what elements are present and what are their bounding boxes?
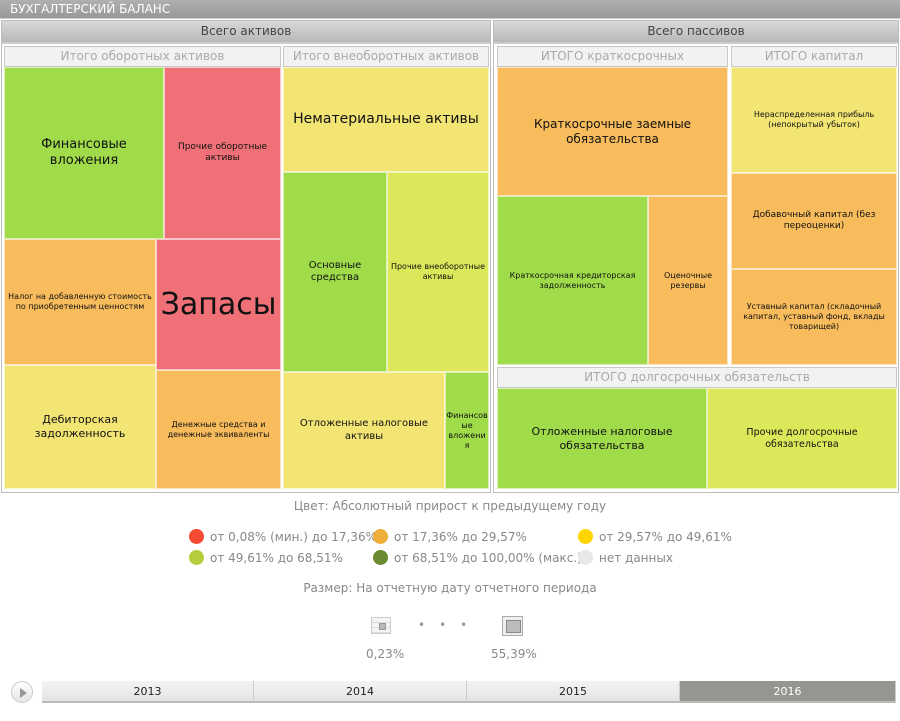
legend-item: от 49,61% до 68,51% (189, 550, 343, 565)
cell-other-current-assets[interactable]: Прочие оборотные активы (164, 67, 281, 239)
cell-other-long-term[interactable]: Прочие долгосрочные обязательства (707, 388, 897, 489)
cell-deferred-tax-assets[interactable]: Отложенные налоговые активы (283, 372, 445, 489)
cell-financial-investments-2[interactable]: Финансов ые вложени я (445, 372, 489, 489)
short-term-header[interactable]: ИТОГО краткосрочных обязательств (497, 46, 728, 81)
legend-dot-icon (373, 529, 388, 544)
cell-reserves[interactable]: Оценочные резервы (648, 196, 728, 365)
legend-dot-icon (578, 550, 593, 565)
legend-item: нет данных (578, 550, 673, 565)
cell-deferred-tax-liabilities[interactable]: Отложенные налоговые обязательства (497, 388, 707, 489)
current-assets-header[interactable]: Итого оборотных активов (4, 46, 281, 67)
cell-additional-capital[interactable]: Добавочный капитал (без переоценки) (731, 173, 897, 269)
cell-cash[interactable]: Денежные средства и денежные эквиваленты (156, 370, 281, 489)
legend-item: от 0,08% (мин.) до 17,36% (189, 529, 377, 544)
liabilities-header[interactable]: Всего пассивов (494, 21, 898, 44)
legend-dot-icon (578, 529, 593, 544)
legend-dot-icon (189, 550, 204, 565)
year-2013[interactable]: 2013 (42, 681, 254, 703)
capital-header[interactable]: ИТОГО капитал (731, 46, 897, 67)
cell-financial-investments[interactable]: Финансовые вложения (4, 67, 164, 239)
cell-payables[interactable]: Краткосрочная кредиторская задолженность (497, 196, 648, 365)
cell-inventory[interactable]: Запасы (156, 239, 281, 370)
size-min-label: 0,23% (366, 647, 405, 661)
legend-item: от 68,51% до 100,00% (макс.) (373, 550, 582, 565)
assets-header[interactable]: Всего активов (2, 21, 490, 44)
app-title: БУХГАЛТЕРСКИЙ БАЛАНС (0, 0, 900, 19)
large-size-icon (502, 616, 523, 636)
noncurrent-assets-header[interactable]: Итого внеоборотных активов (283, 46, 489, 67)
cell-fixed-assets[interactable]: Основные средства (283, 172, 387, 372)
year-2016-selected[interactable]: 2016 (680, 681, 896, 703)
color-legend-title: Цвет: Абсолютный прирост к предыдущему г… (293, 499, 607, 513)
small-size-icon (371, 617, 391, 634)
legend-dot-icon (189, 529, 204, 544)
cell-intangible-assets[interactable]: Нематериальные активы (283, 67, 489, 172)
year-2015[interactable]: 2015 (467, 681, 680, 703)
long-term-header[interactable]: ИТОГО долгосрочных обязательств (497, 367, 897, 388)
cell-other-noncurrent-assets[interactable]: Прочие внеоборотные активы (387, 172, 489, 372)
size-dots: ••• (418, 618, 482, 632)
legend-item: от 17,36% до 29,57% (373, 529, 527, 544)
legend-item: от 29,57% до 49,61% (578, 529, 732, 544)
cell-retained-earnings[interactable]: Нераспределенная прибыль (непокрытый убы… (731, 67, 897, 173)
cell-authorized-capital[interactable]: Уставный капитал (складочный капитал, ус… (731, 269, 897, 365)
year-2014[interactable]: 2014 (254, 681, 467, 703)
size-legend-title: Размер: На отчетную дату отчетного перио… (303, 581, 597, 595)
cell-receivables[interactable]: Дебиторская задолженность (4, 365, 156, 489)
cell-vat[interactable]: Налог на добавленную стоимость по приобр… (4, 239, 156, 365)
cell-short-term-loans[interactable]: Краткосрочные заемные обязательства (497, 67, 728, 196)
size-max-label: 55,39% (491, 647, 537, 661)
play-button[interactable] (11, 681, 33, 703)
legend-dot-icon (373, 550, 388, 565)
